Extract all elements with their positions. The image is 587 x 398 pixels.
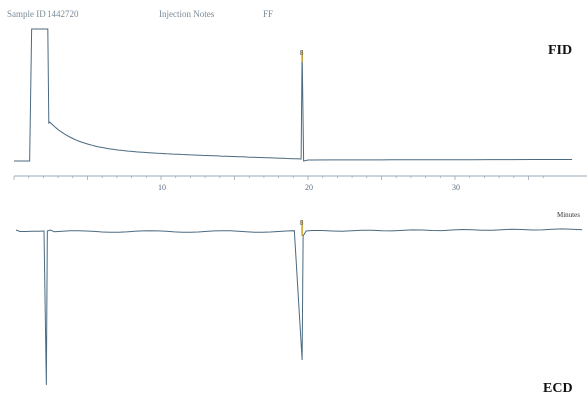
fid-trace-line: [14, 28, 573, 162]
x-tick-label: 30: [452, 183, 460, 192]
injection-notes-label: Injection Notes: [159, 9, 215, 19]
ecd-detector-label: ECD: [543, 381, 573, 396]
x-tick-label: 20: [305, 183, 313, 192]
fid-peak-label: 8: [300, 50, 304, 57]
ecd-peak-label: 8: [300, 220, 304, 227]
sample-id-label: Sample ID: [7, 9, 46, 19]
sample-id-value: 1442720: [47, 9, 79, 19]
fid-detector-label: FID: [548, 43, 573, 58]
ecd-trace-line: [15, 228, 583, 386]
injection-notes-value: FF: [263, 9, 274, 19]
x-axis-title: Minutes: [557, 211, 580, 219]
x-tick-label: 10: [158, 183, 166, 192]
